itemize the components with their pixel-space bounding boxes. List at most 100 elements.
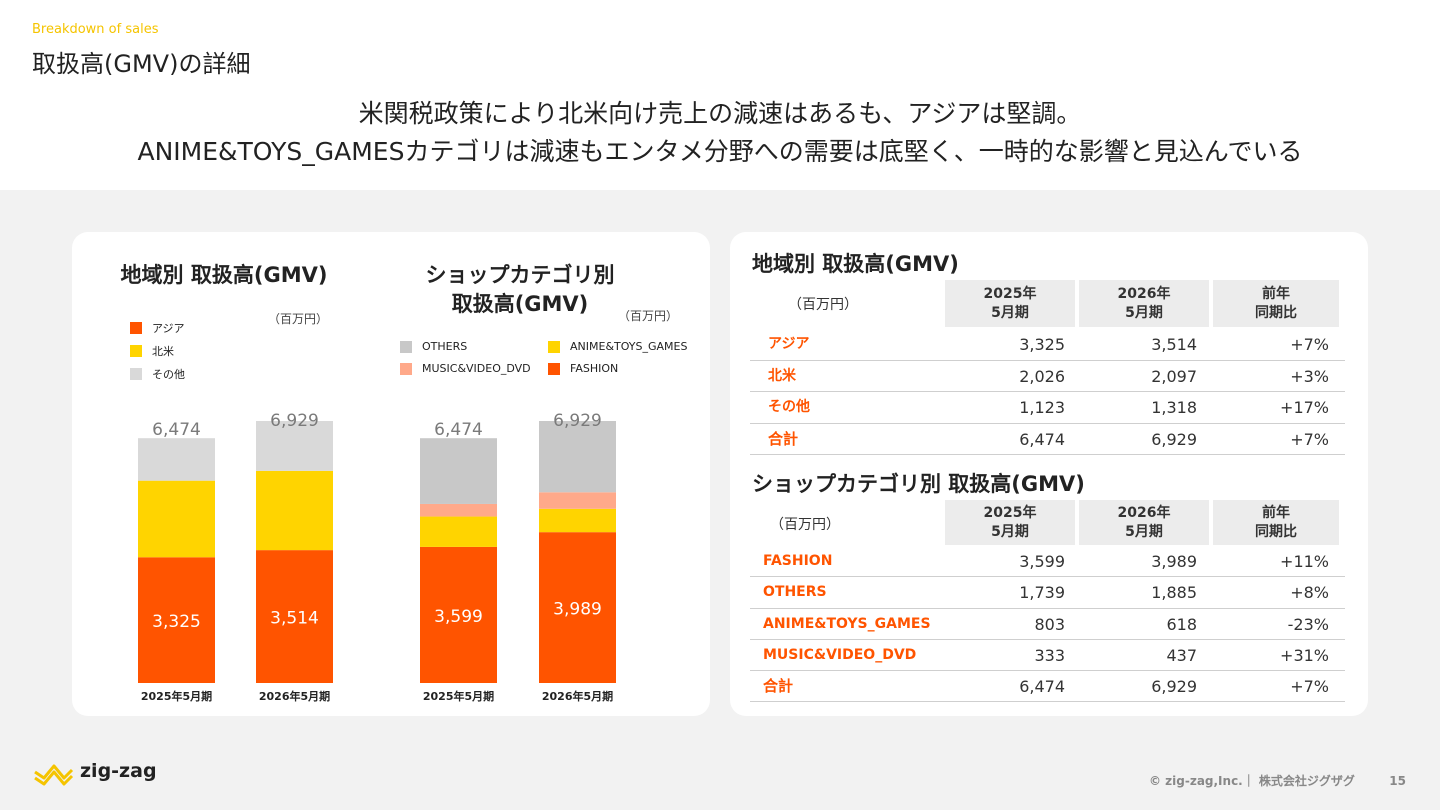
bar-value-label: 3,989 [553, 600, 602, 620]
legend-label: FASHION [570, 362, 619, 375]
value-yoy: +17% [1280, 398, 1329, 417]
zigzag-logo: zig-zag [32, 752, 162, 796]
value-2026: 6,929 [1151, 429, 1197, 449]
region-table-header-2026-label: 2026年 5月期 [1117, 286, 1171, 321]
bar-segment-ANIME&TOYS_GAMES [539, 508, 616, 533]
x-axis-tick-label: 2025年5月期 [141, 689, 212, 703]
region-chart-unit: （百万円） [268, 312, 329, 326]
region-table-unit: （百万円） [788, 297, 858, 313]
table-row: 合計 6,474 6,929 +7% [750, 424, 1345, 455]
bar-segment-FASHION [420, 546, 497, 683]
bar-value-label: 3,514 [270, 609, 319, 629]
section-kicker: Breakdown of sales [32, 22, 159, 37]
value-yoy: +8% [1290, 583, 1329, 603]
page-number: 15 [1389, 774, 1406, 788]
category-table-header-2025: 2025年 5月期 [945, 500, 1075, 545]
row-label: OTHERS [763, 584, 827, 601]
legend-label: その他 [152, 368, 185, 381]
bar-segment-MUSIC&VIDEO_DVD [420, 503, 497, 517]
row-label: ANIME&TOYS_GAMES [763, 615, 931, 632]
copyright-text: © zig-zag,Inc.｜ 株式会社ジグザグ [1148, 774, 1355, 788]
bar-segment-アジア [138, 557, 215, 683]
legend-swatch [130, 322, 142, 334]
bar-segment-その他 [138, 438, 215, 481]
category-chart-title-line-2: 取扱高(GMV) [451, 292, 589, 316]
value-2026: 6,929 [1151, 677, 1197, 697]
region-legend-item: アジア [130, 320, 185, 336]
row-label: アジア [768, 336, 810, 352]
category-legend-item: MUSIC&VIDEO_DVD [400, 362, 531, 375]
value-2026: 618 [1166, 614, 1197, 634]
legend-label: アジア [152, 322, 185, 335]
chart-card: 地域別 取扱高(GMV) （百万円） アジア 北米 その他 ショップカテゴリ別 取扱… [72, 232, 710, 716]
region-legend-item: 北米 [130, 343, 174, 359]
value-yoy: +7% [1290, 429, 1329, 449]
bar-segment-北米 [138, 480, 215, 558]
x-axis-tick-label: 2025年5月期 [423, 689, 494, 703]
category-table-title: ショップカテゴリ別 取扱高(GMV) [752, 472, 1085, 496]
bar-segment-ANIME&TOYS_GAMES [420, 516, 497, 547]
category-table-header-2025-label: 2025年 5月期 [983, 505, 1037, 540]
value-2025: 1,123 [1019, 398, 1065, 417]
value-2025: 333 [1034, 645, 1065, 665]
headline-line-2: ANIME&TOYS_GAMESカテゴリは減速もエンタメ分野への需要は底堅く、一… [137, 137, 1303, 166]
category-table-header-yoy-label: 前年 同期比 [1255, 505, 1297, 540]
stacked-bar-charts: 3,325 6,474 2025年5月期 3,514 6,929 2026年5月期 3,59… [138, 411, 616, 703]
value-2026: 1,318 [1151, 398, 1197, 417]
legend-label: MUSIC&VIDEO_DVD [422, 362, 531, 375]
x-axis-tick-label: 2026年5月期 [259, 689, 330, 703]
bar-total-label: 6,929 [270, 411, 319, 431]
table-row: 北米 2,026 2,097 +3% [750, 361, 1345, 392]
value-2025: 803 [1034, 614, 1065, 634]
value-2025: 1,739 [1019, 583, 1065, 603]
bar-total-label: 6,929 [553, 411, 602, 431]
legend-swatch [400, 340, 412, 353]
value-2026: 2,097 [1151, 366, 1197, 386]
bar-segment-FASHION [539, 532, 616, 683]
table-row: 合計 6,474 6,929 +7% [750, 671, 1345, 703]
row-label: FASHION [763, 553, 833, 569]
bar-segment-アジア [256, 550, 333, 683]
table-row: その他 1,123 1,318 +17% [750, 392, 1345, 424]
header-area: Breakdown of sales 取扱高(GMV)の詳細 米関税政策により北… [0, 0, 1440, 190]
value-2026: 3,989 [1151, 552, 1197, 571]
legend-swatch [130, 345, 142, 357]
category-legend-item: FASHION [548, 362, 618, 375]
region-table-header-yoy-label: 前年 同期比 [1255, 286, 1297, 321]
region-table-title: 地域別 取扱高(GMV) [752, 252, 959, 276]
value-2025: 3,599 [1019, 552, 1065, 571]
region-chart-title: 地域別 取扱高(GMV) [120, 263, 328, 287]
headline-line-1: 米関税政策により北米向け売上の減速はあるも、アジアは堅調。 [358, 99, 1082, 128]
bar-segment-北米 [256, 470, 333, 551]
bar-value-label: 3,325 [152, 612, 201, 632]
category-table-header-2026: 2026年 5月期 [1079, 500, 1209, 545]
value-2026: 437 [1166, 645, 1197, 665]
row-label: その他 [768, 399, 810, 415]
table-row: OTHERS 1,739 1,885 +8% [750, 577, 1345, 609]
region-table-header-yoy: 前年 同期比 [1213, 280, 1339, 327]
value-yoy: +3% [1290, 366, 1329, 386]
row-label: 北米 [768, 367, 796, 384]
legend-swatch [548, 362, 560, 375]
bar-total-label: 6,474 [152, 420, 201, 440]
bar-segment-OTHERS [420, 438, 497, 504]
value-yoy: +31% [1280, 645, 1329, 665]
value-2026: 3,514 [1151, 335, 1197, 354]
region-table-header-2025-label: 2025年 5月期 [983, 286, 1037, 321]
x-axis-tick-label: 2026年5月期 [542, 689, 613, 703]
value-2025: 6,474 [1019, 429, 1065, 449]
zigzag-logo-mark-icon: zig-zag [34, 760, 157, 786]
footer-right: © zig-zag,Inc.｜ 株式会社ジグザグ 15 [1149, 772, 1406, 789]
value-2026: 1,885 [1151, 583, 1197, 603]
value-yoy: +7% [1290, 677, 1329, 697]
legend-swatch [548, 340, 560, 353]
legend-swatch [400, 362, 412, 375]
bar-value-label: 3,599 [434, 607, 483, 627]
category-table-header-yoy: 前年 同期比 [1213, 500, 1339, 545]
value-2025: 6,474 [1019, 677, 1065, 697]
table-row: アジア 3,325 3,514 +7% [750, 329, 1345, 361]
zigzag-logo-text: zig-zag [80, 760, 157, 782]
value-yoy: +11% [1280, 552, 1329, 571]
legend-swatch [130, 368, 142, 380]
value-2025: 2,026 [1019, 366, 1065, 386]
